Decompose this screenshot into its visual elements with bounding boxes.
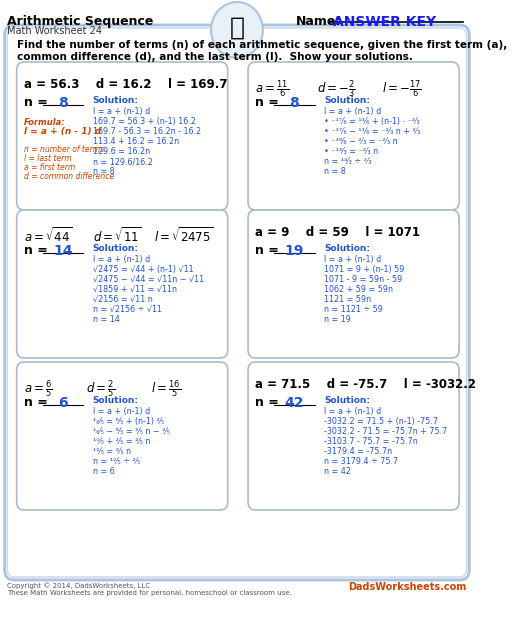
Text: l = a + (n-1) d: l = a + (n-1) d — [324, 255, 381, 264]
Text: n = ¹⁴⁄₃ ÷ ²⁄₃: n = ¹⁴⁄₃ ÷ ²⁄₃ — [324, 157, 371, 166]
Text: √2156 = √11 n: √2156 = √11 n — [93, 295, 152, 304]
Text: n =: n = — [24, 396, 52, 409]
FancyBboxPatch shape — [17, 362, 228, 510]
Text: 19: 19 — [285, 244, 304, 258]
FancyBboxPatch shape — [17, 62, 228, 210]
Text: √2475 − √44 = √11n − √11: √2475 − √44 = √11n − √11 — [93, 275, 204, 284]
Text: n = ¹²⁄₅ ÷ ²⁄₅: n = ¹²⁄₅ ÷ ²⁄₅ — [93, 457, 140, 466]
Text: Solution:: Solution: — [324, 244, 370, 253]
Text: √1859 + √11 = √11n: √1859 + √11 = √11n — [93, 285, 177, 294]
Text: n = 14: n = 14 — [93, 315, 119, 324]
Text: l = a + (n-1) d: l = a + (n-1) d — [324, 107, 381, 116]
Text: -3179.4 = -75.7n: -3179.4 = -75.7n — [324, 447, 392, 456]
Text: 1071 - 9 = 59n - 59: 1071 - 9 = 59n - 59 — [324, 275, 402, 284]
Text: l = last term: l = last term — [24, 154, 72, 163]
Text: a = 56.3    d = 16.2    l = 169.7: a = 56.3 d = 16.2 l = 169.7 — [24, 78, 227, 91]
Text: 🦉: 🦉 — [229, 16, 244, 40]
Text: n =: n = — [255, 244, 284, 257]
Text: n = 3179.4 ÷ 75.7: n = 3179.4 ÷ 75.7 — [324, 457, 398, 466]
Text: $d = $$-\frac{2}{3}$: $d = $$-\frac{2}{3}$ — [317, 78, 356, 100]
Circle shape — [211, 2, 263, 58]
Text: n = 19: n = 19 — [324, 315, 351, 324]
Text: Solution:: Solution: — [93, 244, 139, 253]
Text: 42: 42 — [285, 396, 304, 410]
Text: 1071 = 9 + (n-1) 59: 1071 = 9 + (n-1) 59 — [324, 265, 404, 274]
Text: -3032.2 - 71.5 = -75.7n + 75.7: -3032.2 - 71.5 = -75.7n + 75.7 — [324, 427, 447, 436]
Text: -3103.7 - 75.7 = -75.7n: -3103.7 - 75.7 = -75.7n — [324, 437, 418, 446]
Text: • ⁻²⁸⁄₆ − ²⁄₃ = ⁻²⁄₃ n: • ⁻²⁸⁄₆ − ²⁄₃ = ⁻²⁄₃ n — [324, 137, 398, 146]
Text: $a = $$\frac{6}{5}$: $a = $$\frac{6}{5}$ — [24, 378, 53, 400]
Text: $d = \sqrt{11}$: $d = \sqrt{11}$ — [93, 226, 141, 244]
Text: n = 42: n = 42 — [324, 467, 351, 476]
Text: n = √2156 ÷ √11: n = √2156 ÷ √11 — [93, 305, 162, 314]
Text: Name:: Name: — [296, 15, 342, 28]
Text: 113.4 + 16.2 = 16.2n: 113.4 + 16.2 = 16.2n — [93, 137, 179, 146]
Text: Solution:: Solution: — [324, 396, 370, 405]
FancyBboxPatch shape — [248, 62, 459, 210]
Text: ¹₆⁄₅ = ⁶⁄₅ + (n-1) ²⁄₅: ¹₆⁄₅ = ⁶⁄₅ + (n-1) ²⁄₅ — [93, 417, 164, 426]
Text: 6: 6 — [58, 396, 68, 410]
Text: ANSWER KEY: ANSWER KEY — [333, 15, 436, 29]
Text: n = 6: n = 6 — [93, 467, 114, 476]
Text: a = 71.5    d = -75.7    l = -3032.2: a = 71.5 d = -75.7 l = -3032.2 — [255, 378, 477, 391]
Text: $l = $$\frac{16}{5}$: $l = $$\frac{16}{5}$ — [151, 378, 181, 400]
Text: d = common difference: d = common difference — [24, 172, 114, 181]
FancyBboxPatch shape — [17, 210, 228, 358]
Text: l = a + (n-1) d: l = a + (n-1) d — [93, 407, 150, 416]
Text: $l = \sqrt{2475}$: $l = \sqrt{2475}$ — [154, 226, 213, 244]
Text: n =: n = — [255, 396, 284, 409]
Text: a = 9    d = 59    l = 1071: a = 9 d = 59 l = 1071 — [255, 226, 420, 239]
Text: 8: 8 — [289, 96, 299, 110]
Text: l = a + (n - 1) d: l = a + (n - 1) d — [24, 127, 101, 136]
Text: n = 8: n = 8 — [324, 167, 346, 176]
Text: ¹²⁄₅ = ²⁄₅ n: ¹²⁄₅ = ²⁄₅ n — [93, 447, 131, 456]
Text: Arithmetic Sequence: Arithmetic Sequence — [7, 15, 154, 28]
Text: 169.7 - 56.3 = 16.2n - 16.2: 169.7 - 56.3 = 16.2n - 16.2 — [93, 127, 201, 136]
Text: 1121 = 59n: 1121 = 59n — [324, 295, 371, 304]
FancyBboxPatch shape — [7, 28, 466, 577]
Text: n = 129.6/16.2: n = 129.6/16.2 — [93, 157, 153, 166]
FancyBboxPatch shape — [248, 362, 459, 510]
Text: n =: n = — [24, 96, 52, 109]
Text: Find the number of terms (n) of each arithmetic sequence, given the first term (: Find the number of terms (n) of each ari… — [17, 40, 507, 61]
Text: Solution:: Solution: — [93, 396, 139, 405]
Text: $a = $$\frac{11}{6}$: $a = $$\frac{11}{6}$ — [255, 78, 290, 100]
Text: 14: 14 — [53, 244, 73, 258]
Text: 1062 + 59 = 59n: 1062 + 59 = 59n — [324, 285, 393, 294]
Text: a = first term: a = first term — [24, 163, 75, 172]
Text: n =: n = — [255, 96, 284, 109]
Text: ¹⁰⁄₅ + ²⁄₅ = ²⁄₅ n: ¹⁰⁄₅ + ²⁄₅ = ²⁄₅ n — [93, 437, 150, 446]
Text: ¹₆⁄₅ − ⁶⁄₅ = ²⁄₅ n − ²⁄₅: ¹₆⁄₅ − ⁶⁄₅ = ²⁄₅ n − ²⁄₅ — [93, 427, 169, 436]
Text: Solution:: Solution: — [93, 96, 139, 105]
Text: • ⁻¹⁷⁄₆ − ¹¹⁄₆ = ⁻²⁄₃ n + ²⁄₃: • ⁻¹⁷⁄₆ − ¹¹⁄₆ = ⁻²⁄₃ n + ²⁄₃ — [324, 127, 420, 136]
Text: 8: 8 — [58, 96, 68, 110]
Text: n = 8: n = 8 — [93, 167, 114, 176]
Text: Copyright © 2014, DadsWorksheets, LLC
These Math Worksheets are provided for per: Copyright © 2014, DadsWorksheets, LLC Th… — [7, 582, 292, 596]
Text: 169.7 = 56.3 + (n-1) 16.2: 169.7 = 56.3 + (n-1) 16.2 — [93, 117, 196, 126]
Text: • ⁻¹⁴⁄₃ = ⁻²⁄₃ n: • ⁻¹⁴⁄₃ = ⁻²⁄₃ n — [324, 147, 378, 156]
FancyBboxPatch shape — [5, 25, 470, 580]
Text: l = a + (n-1) d: l = a + (n-1) d — [324, 407, 381, 416]
Text: Solution:: Solution: — [324, 96, 370, 105]
Text: $a = \sqrt{44}$: $a = \sqrt{44}$ — [24, 226, 73, 244]
Text: DadsWorksheets.com: DadsWorksheets.com — [348, 582, 466, 592]
Text: l = a + (n-1) d: l = a + (n-1) d — [93, 107, 150, 116]
Text: $l = $$-\frac{17}{6}$: $l = $$-\frac{17}{6}$ — [382, 78, 422, 100]
FancyBboxPatch shape — [248, 210, 459, 358]
Text: n = number of terms: n = number of terms — [24, 145, 104, 154]
Text: √2475 = √44 + (n-1) √11: √2475 = √44 + (n-1) √11 — [93, 265, 193, 274]
Text: 129.6 = 16.2n: 129.6 = 16.2n — [93, 147, 150, 156]
Text: Formula:: Formula: — [24, 118, 66, 127]
Text: n = 1121 ÷ 59: n = 1121 ÷ 59 — [324, 305, 383, 314]
Text: Math Worksheet 24: Math Worksheet 24 — [7, 26, 102, 36]
Text: l = a + (n-1) d: l = a + (n-1) d — [93, 255, 150, 264]
Text: • ⁻¹⁷⁄₆ = ¹¹⁄₆ + (n-1) ⋅ ⁻²⁄₃: • ⁻¹⁷⁄₆ = ¹¹⁄₆ + (n-1) ⋅ ⁻²⁄₃ — [324, 117, 419, 126]
Text: $d = $$\frac{2}{5}$: $d = $$\frac{2}{5}$ — [86, 378, 115, 400]
Text: -3032.2 = 71.5 + (n-1) -75.7: -3032.2 = 71.5 + (n-1) -75.7 — [324, 417, 438, 426]
Text: n =: n = — [24, 244, 52, 257]
